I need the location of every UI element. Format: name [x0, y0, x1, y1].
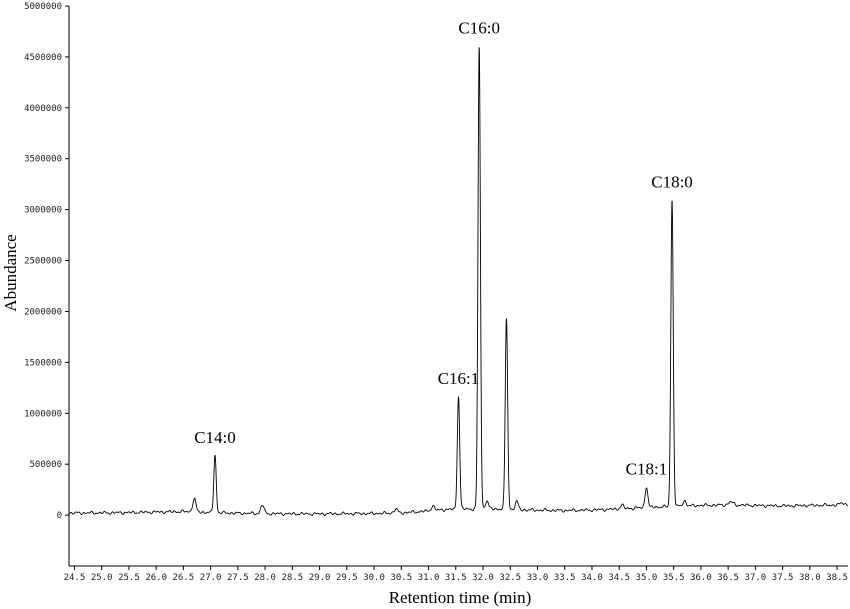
- x-tick-label: 38.5: [826, 573, 848, 583]
- x-tick-label: 38.0: [799, 573, 821, 583]
- x-tick-label: 30.0: [363, 573, 385, 583]
- x-tick-label: 28.0: [254, 573, 276, 583]
- y-tick-label: 1000000: [24, 409, 62, 419]
- x-tick-label: 27.5: [227, 573, 249, 583]
- y-tick-label: 5000000: [24, 2, 62, 12]
- x-tick-label: 27.0: [200, 573, 222, 583]
- x-tick-label: 30.5: [390, 573, 412, 583]
- y-tick-label: 1500000: [24, 358, 62, 368]
- x-tick-label: 37.0: [745, 573, 767, 583]
- peak-label: C14:0: [194, 428, 236, 447]
- chromatogram-trace-group: [68, 47, 849, 517]
- x-tick-label: 36.0: [690, 573, 712, 583]
- x-axis: 24.5 25.0 25.5 26.0 26.5 27.0 27.5 28.0 28.5 29.0…: [64, 565, 848, 583]
- x-tick-label: 34.5: [608, 573, 630, 583]
- peak-label: C18:0: [651, 172, 693, 191]
- x-tick-label: 32.5: [499, 573, 521, 583]
- y-tick-label: 2000000: [24, 307, 62, 317]
- peak-label: C16:0: [458, 19, 500, 38]
- x-axis-title: Retention time (min): [389, 588, 532, 607]
- x-tick-label: 33.0: [527, 573, 549, 583]
- x-tick-label: 31.0: [418, 573, 440, 583]
- x-tick-label: 33.5: [554, 573, 576, 583]
- y-tick-label: 0: [57, 511, 62, 521]
- peak-label: C16:1: [438, 369, 480, 388]
- y-axis-title: Abundance: [1, 234, 20, 311]
- x-tick-label: 31.5: [445, 573, 467, 583]
- y-tick-label: 4500000: [24, 53, 62, 63]
- x-tick-label: 37.5: [772, 573, 794, 583]
- chromatogram-trace: [68, 47, 849, 517]
- x-tick-label: 25.5: [118, 573, 140, 583]
- x-tick-label: 29.0: [309, 573, 331, 583]
- x-tick-label: 34.0: [581, 573, 603, 583]
- x-tick-label: 25.0: [91, 573, 113, 583]
- y-tick-label: 3000000: [24, 206, 62, 216]
- y-axis: 0 500000 1000000 1500000 2000000 2500000 30000…: [24, 2, 70, 566]
- peak-label: C18:1: [626, 460, 668, 479]
- x-tick-label: 26.5: [173, 573, 195, 583]
- y-tick-label: 4000000: [24, 104, 62, 114]
- x-tick-label: 35.5: [663, 573, 685, 583]
- x-tick-label: 29.5: [336, 573, 358, 583]
- x-tick-label: 36.5: [717, 573, 739, 583]
- y-tick-label: 2500000: [24, 257, 62, 267]
- peak-labels: C14:0 C16:1 C16:0 C18:1 C18:0: [194, 19, 693, 479]
- x-tick-label: 24.5: [64, 573, 86, 583]
- y-tick-label: 3500000: [24, 155, 62, 165]
- x-tick-label: 35.0: [636, 573, 658, 583]
- x-tick-label: 28.5: [282, 573, 304, 583]
- x-tick-label: 26.0: [145, 573, 167, 583]
- y-tick-label: 500000: [29, 460, 62, 470]
- x-tick-label: 32.0: [472, 573, 494, 583]
